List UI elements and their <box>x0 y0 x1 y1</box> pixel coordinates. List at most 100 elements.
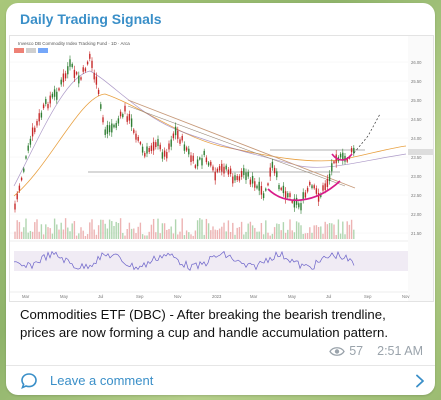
volume-bar <box>168 228 170 239</box>
candle-body <box>146 146 148 154</box>
candle-body <box>82 67 84 72</box>
candle-body <box>247 171 249 177</box>
volume-bar <box>137 226 139 239</box>
candle-body <box>126 116 128 122</box>
candle-body <box>106 125 109 134</box>
volume-bar <box>128 222 131 239</box>
candle-body <box>45 99 47 104</box>
candle-body <box>240 171 243 177</box>
ma-line-orange <box>13 93 407 197</box>
volume-bar <box>27 232 29 239</box>
time-axis-label: May <box>288 294 297 299</box>
volume-bar <box>64 218 67 239</box>
candle-body <box>278 185 280 190</box>
channel-name[interactable]: Daily Trading Signals <box>20 11 162 27</box>
candle-body <box>254 181 256 188</box>
volume-bar <box>38 231 40 239</box>
volume-bar <box>317 226 320 239</box>
candle-body <box>174 126 177 136</box>
candle-body <box>339 153 342 158</box>
chart-image[interactable]: Invesco DB Commodity Index Tracking Fund… <box>9 35 434 302</box>
candle-body <box>159 144 161 150</box>
candle-body <box>225 165 227 170</box>
volume-bar <box>324 221 326 239</box>
volume-bar <box>179 231 181 239</box>
volume-bar <box>49 228 51 239</box>
candle-body <box>311 185 313 189</box>
candle-body <box>67 66 69 75</box>
volume-bar <box>60 222 62 239</box>
candle-body <box>267 183 269 186</box>
chevron-right-icon[interactable] <box>415 374 425 388</box>
volume-bar <box>229 231 232 239</box>
candle-body <box>84 68 87 72</box>
volume-bar <box>256 231 258 239</box>
volume-bar <box>273 227 276 239</box>
volume-bar <box>20 231 23 239</box>
volume-bar <box>289 219 291 239</box>
candle-body <box>95 76 98 85</box>
price-axis-label: 22.00 <box>411 212 422 217</box>
volume-bar <box>238 227 241 239</box>
volume-bar <box>221 226 223 239</box>
candle-body <box>280 187 282 190</box>
rsi-line <box>13 250 355 271</box>
leave-comment-row[interactable]: Leave a comment <box>6 366 435 395</box>
candle-body <box>93 72 95 80</box>
candle-body <box>333 161 335 164</box>
candle-body <box>188 148 190 155</box>
post-meta: 57 2:51 AM <box>329 344 423 358</box>
candle-body <box>185 147 188 151</box>
volume-bar <box>185 230 188 239</box>
candle-body <box>62 73 65 83</box>
volume-bar <box>45 224 47 239</box>
candle-body <box>104 129 106 135</box>
candle-body <box>212 166 214 171</box>
volume-bar <box>243 234 245 239</box>
volume-bar <box>31 231 34 239</box>
volume-bar <box>218 228 221 239</box>
volume-bar <box>155 232 157 239</box>
chart-canvas: Invesco DB Commodity Index Tracking Fund… <box>10 36 433 301</box>
candle-body <box>260 186 263 195</box>
volume-bar <box>148 231 150 239</box>
volume-bar <box>93 229 95 239</box>
volume-bar <box>260 222 263 239</box>
volume-bar <box>36 219 38 239</box>
time-axis-label: Sep <box>364 294 372 299</box>
volume-bar <box>214 229 216 239</box>
volume-bar <box>306 233 309 239</box>
candle-body <box>190 155 192 163</box>
candle-body <box>163 150 166 157</box>
volume-bar <box>23 227 25 239</box>
candle-body <box>192 155 194 162</box>
candle-body <box>232 176 234 184</box>
volume-bar <box>34 222 36 239</box>
volume-bar <box>86 234 89 239</box>
leave-comment-label[interactable]: Leave a comment <box>50 373 154 388</box>
volume-bar <box>201 219 203 239</box>
candle-body <box>289 193 291 197</box>
volume-bar <box>280 230 282 239</box>
candle-body <box>245 172 247 181</box>
candle-body <box>313 185 315 189</box>
candle-body <box>251 175 254 184</box>
view-count: 57 <box>349 344 364 358</box>
candle-body <box>73 69 76 78</box>
volume-bar <box>353 229 355 239</box>
chart-header: Invesco DB Commodity Index Tracking Fund… <box>18 41 130 46</box>
candle-body <box>317 192 320 202</box>
volume-bar <box>71 223 73 239</box>
volume-bar <box>183 235 186 239</box>
volume-bar <box>67 227 69 239</box>
volume-bar <box>278 224 280 239</box>
volume-bar <box>69 231 71 239</box>
candle-body <box>300 203 302 211</box>
candle-body <box>172 133 175 139</box>
volume-bar <box>216 230 219 239</box>
volume-bar <box>344 234 346 239</box>
volume-bar <box>207 223 210 239</box>
volume-bar <box>163 223 166 239</box>
candle-body <box>353 147 355 154</box>
handle-arc <box>331 153 353 161</box>
